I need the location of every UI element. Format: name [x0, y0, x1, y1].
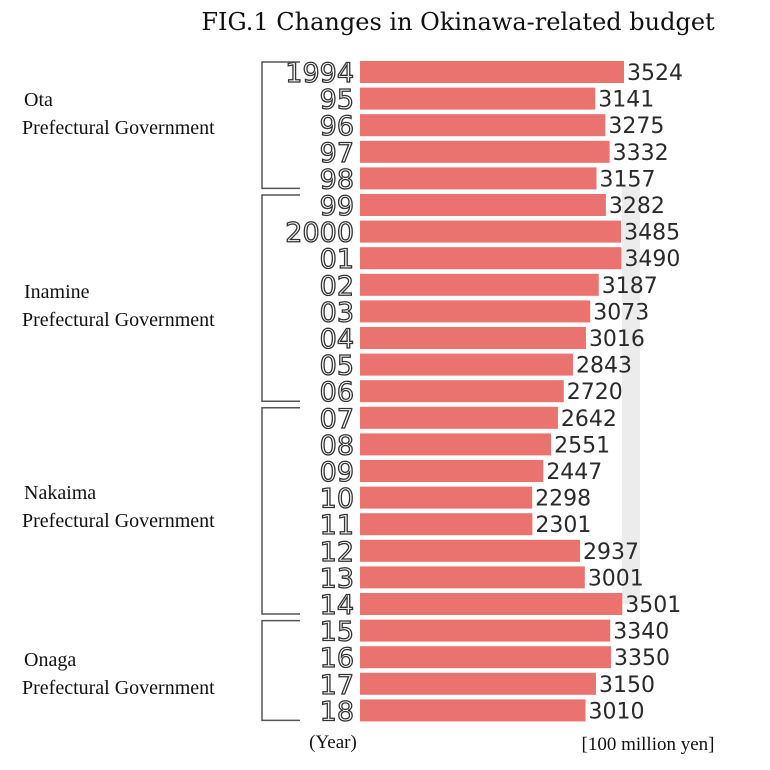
value-label: 3282: [609, 194, 665, 219]
bar-15: [360, 619, 611, 642]
unit-label: [100 million yen]: [582, 734, 715, 755]
value-label: 3157: [600, 167, 656, 192]
year-label: 16: [320, 643, 354, 674]
x-axis-label: (Year): [309, 732, 357, 753]
year-label: 10: [320, 484, 354, 515]
chart-title: FIG.1 Changes in Okinawa-related budget: [201, 8, 715, 36]
year-label: 99: [320, 191, 354, 222]
year-label: 07: [320, 404, 354, 435]
value-label: 3001: [588, 566, 644, 591]
value-label: 2720: [567, 380, 623, 405]
value-label: 3350: [614, 646, 670, 671]
group-bracket: [261, 407, 300, 615]
bar-2000: [360, 220, 622, 243]
value-label: 3501: [625, 593, 681, 618]
year-label: 14: [320, 590, 354, 621]
government-groups: Ota Prefectural Government Inamine Prefectu…: [22, 61, 300, 722]
bar-10: [360, 486, 533, 509]
value-label: 3073: [593, 300, 649, 325]
bar-97: [360, 140, 610, 163]
bar-1994: [360, 61, 624, 83]
value-label: 3524: [627, 61, 683, 86]
year-label: 96: [320, 111, 354, 142]
year-label: 03: [320, 297, 354, 328]
value-label: 3010: [588, 699, 644, 724]
value-label: 2301: [535, 513, 591, 538]
year-label: 18: [320, 696, 354, 727]
year-label: 02: [320, 271, 354, 302]
year-label: 2000: [285, 218, 354, 249]
bar-13: [360, 566, 585, 589]
year-label: 97: [320, 138, 354, 169]
group-label: Ota Prefectural Government: [22, 89, 215, 139]
group-bracket: [261, 619, 300, 722]
year-label: 05: [320, 351, 354, 382]
group-label: Nakaima Prefectural Government: [22, 482, 215, 532]
bar-06: [360, 380, 564, 403]
year-label: 08: [320, 430, 354, 461]
value-label: 3187: [602, 274, 658, 299]
value-label: 2447: [546, 460, 602, 485]
background-shade: [622, 186, 640, 604]
year-label: 06: [320, 377, 354, 408]
year-label: 13: [320, 563, 354, 594]
year-label: 98: [320, 164, 354, 195]
value-label: 2551: [554, 433, 610, 458]
value-label: 2298: [535, 487, 591, 512]
year-label: 17: [320, 670, 354, 701]
group-bracket: [261, 194, 300, 402]
group-label: Onaga Prefectural Government: [22, 649, 215, 699]
bar-08: [360, 433, 552, 456]
year-label: 95: [320, 85, 354, 116]
bar-03: [360, 300, 591, 323]
value-label: 3275: [608, 114, 664, 139]
bar-96: [360, 114, 606, 137]
group-bracket: [261, 61, 300, 190]
value-label: 3141: [598, 88, 654, 113]
bar-14: [360, 593, 623, 615]
year-label: 11: [320, 510, 354, 541]
bar-17: [360, 672, 596, 695]
year-label: 15: [320, 617, 354, 648]
value-label: 3016: [589, 327, 645, 352]
value-label: 2642: [561, 407, 617, 432]
value-label: 2843: [576, 354, 632, 379]
bar-07: [360, 406, 558, 429]
bar-99: [360, 194, 606, 216]
bar-02: [360, 273, 599, 296]
bar-12: [360, 539, 581, 562]
value-label: 2937: [583, 540, 639, 565]
bar-95: [360, 87, 596, 110]
value-label: 3490: [624, 247, 680, 272]
value-label: 3340: [613, 620, 669, 645]
year-label: 09: [320, 457, 354, 488]
year-label: 01: [320, 244, 354, 275]
bar-01: [360, 247, 622, 270]
bar-04: [360, 327, 586, 349]
group-label: Inamine Prefectural Government: [22, 281, 215, 331]
bar-09: [360, 460, 544, 482]
bar-05: [360, 353, 573, 376]
bar-16: [360, 646, 611, 669]
value-label: 3332: [613, 141, 669, 166]
bar-11: [360, 513, 533, 536]
value-label: 3485: [624, 221, 680, 246]
value-label: 3150: [599, 673, 655, 698]
year-label: 12: [320, 537, 354, 568]
bar-18: [360, 699, 586, 722]
year-label: 04: [320, 324, 354, 355]
bar-98: [360, 167, 597, 190]
